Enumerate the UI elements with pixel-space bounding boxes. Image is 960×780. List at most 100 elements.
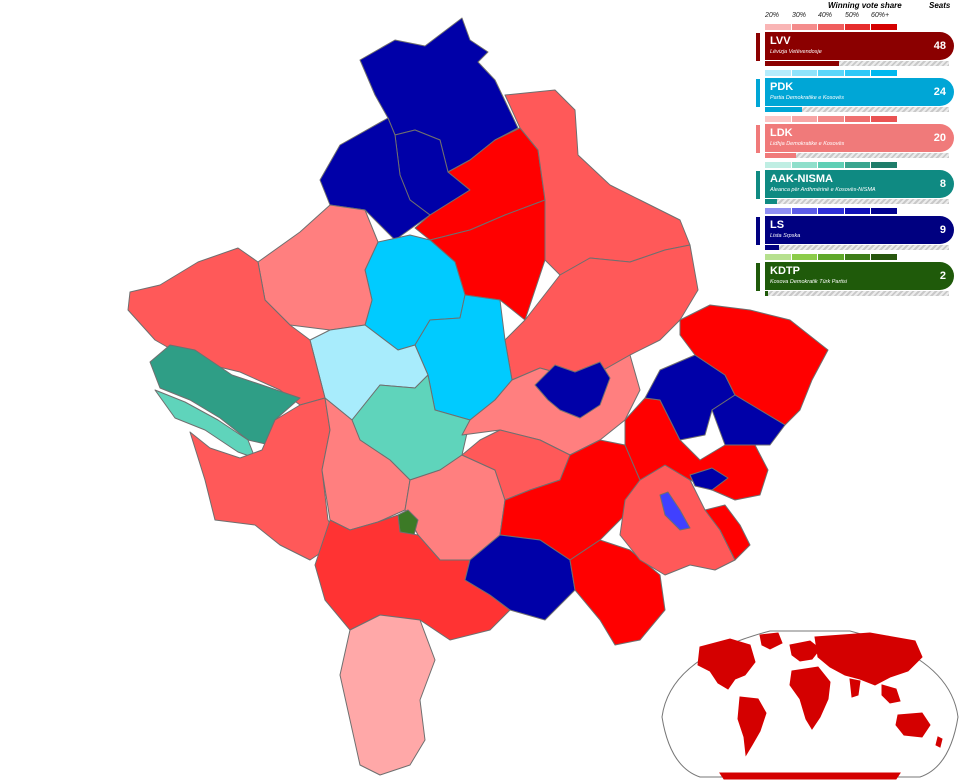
color-scale-pdk: [765, 70, 897, 76]
scale-swatch: [765, 208, 791, 214]
party-box: LS Lista Srpska 9: [765, 216, 954, 244]
scale-swatch: [818, 162, 844, 168]
australia-shape: [895, 712, 931, 738]
scale-swatch: [818, 208, 844, 214]
tick-30: 30%: [792, 12, 807, 19]
world-locator-map: [661, 630, 959, 780]
seat-share-bar: [765, 153, 949, 158]
party-abbr: LS: [770, 219, 785, 231]
party-seats: 2: [939, 270, 946, 282]
scale-swatch: [871, 254, 897, 260]
municipality-ranilug[interactable]: [711, 394, 786, 446]
scale-swatch: [791, 116, 817, 122]
party-row-ls[interactable]: LS Lista Srpska 9: [756, 216, 956, 245]
scale-swatch: [871, 70, 897, 76]
seat-share-fill: [765, 199, 778, 204]
party-full-name: Lista Srpska: [770, 233, 801, 239]
party-abbr: PDK: [770, 81, 794, 93]
scale-swatch: [791, 254, 817, 260]
party-row-lvv[interactable]: LVV Lëvizja Vetëvendosje 48: [756, 32, 956, 61]
south-america-shape: [737, 696, 767, 757]
party-box: KDTP Kosova Demokratik Türk Partisi 2: [765, 262, 954, 290]
party-seats: 48: [933, 40, 946, 52]
tick-40: 40%: [818, 12, 833, 19]
scale-swatch: [844, 162, 870, 168]
seat-share-bar: [765, 199, 949, 204]
seat-share-bar: [765, 291, 949, 296]
seat-share-fill: [765, 107, 802, 112]
scale-swatch: [871, 208, 897, 214]
scale-swatch: [844, 70, 870, 76]
color-scale-lvv: [765, 24, 897, 30]
seat-share-bar: [765, 107, 949, 112]
municipality-kacanik[interactable]: [569, 539, 666, 646]
municipality-rahovec[interactable]: [321, 397, 411, 531]
party-row-aak-nisma[interactable]: AAK-NISMA Aleanca për Ardhmërinë e Kosovë…: [756, 170, 956, 199]
party-marker: [756, 33, 760, 61]
municipality-dragash[interactable]: [339, 614, 436, 776]
party-full-name: Aleanca për Ardhmërinë e Kosovës-NISMA: [770, 187, 876, 193]
scale-swatch: [765, 162, 791, 168]
party-abbr: AAK-NISMA: [770, 173, 833, 185]
scale-swatch: [871, 116, 897, 122]
party-marker: [756, 263, 760, 291]
seat-share-fill: [765, 245, 779, 250]
party-seats: 8: [939, 178, 946, 190]
party-marker: [756, 171, 760, 199]
party-row-kdtp[interactable]: KDTP Kosova Demokratik Türk Partisi 2: [756, 262, 956, 291]
scale-swatch: [871, 162, 897, 168]
party-box: AAK-NISMA Aleanca për Ardhmërinë e Kosovë…: [765, 170, 954, 198]
municipality-hani-i-elezit[interactable]: [704, 504, 751, 561]
tick-50: 50%: [845, 12, 860, 19]
seat-share-fill: [765, 153, 796, 158]
scale-swatch: [818, 70, 844, 76]
scale-swatch: [871, 24, 897, 30]
seat-share-fill: [765, 291, 769, 296]
scale-swatch: [844, 116, 870, 122]
party-marker: [756, 125, 760, 153]
party-abbr: LVV: [770, 35, 791, 47]
party-full-name: Partia Demokratike e Kosovës: [770, 95, 844, 101]
scale-swatch: [765, 24, 791, 30]
seat-share-fill: [765, 61, 839, 66]
party-marker: [756, 217, 760, 245]
municipality-kllokot[interactable]: [659, 491, 691, 531]
africa-shape: [789, 666, 831, 730]
seats-header: Seats: [929, 1, 951, 10]
scale-swatch: [818, 24, 844, 30]
municipality-partesh[interactable]: [689, 467, 729, 491]
europe-shape: [789, 640, 821, 662]
municipality-gracanica[interactable]: [534, 361, 611, 419]
municipality-kamenica[interactable]: [679, 304, 829, 426]
scale-swatch: [844, 254, 870, 260]
tick-60: 60%+: [871, 12, 890, 19]
antarctica-shape: [719, 772, 901, 780]
scale-swatch: [765, 116, 791, 122]
india-shape: [849, 678, 861, 698]
scale-swatch: [791, 24, 817, 30]
color-scale-aak-nisma: [765, 162, 897, 168]
scale-swatch: [844, 24, 870, 30]
party-box: LVV Lëvizja Vetëvendosje 48: [765, 32, 954, 60]
asia-shape: [814, 632, 923, 686]
scale-swatch: [818, 254, 844, 260]
scale-swatch: [791, 208, 817, 214]
party-row-ldk[interactable]: LDK Lidhja Demokratike e Kosovës 20: [756, 124, 956, 153]
greenland-shape: [759, 632, 783, 650]
tick-20: 20%: [765, 12, 780, 19]
party-full-name: Lidhja Demokratike e Kosovës: [770, 141, 845, 147]
scale-swatch: [818, 116, 844, 122]
party-row-pdk[interactable]: PDK Partia Demokratike e Kosovës 24: [756, 78, 956, 107]
north-america-shape: [697, 638, 756, 690]
party-full-name: Kosova Demokratik Türk Partisi: [770, 279, 848, 285]
color-scale-ls: [765, 208, 897, 214]
party-full-name: Lëvizja Vetëvendosje: [770, 49, 822, 55]
scale-swatch: [765, 70, 791, 76]
party-abbr: LDK: [770, 127, 793, 139]
scale-swatch: [844, 208, 870, 214]
color-scale-kdtp: [765, 254, 897, 260]
party-box: LDK Lidhja Demokratike e Kosovës 20: [765, 124, 954, 152]
party-seats: 9: [939, 224, 946, 236]
party-abbr: KDTP: [770, 265, 800, 277]
party-marker: [756, 79, 760, 107]
